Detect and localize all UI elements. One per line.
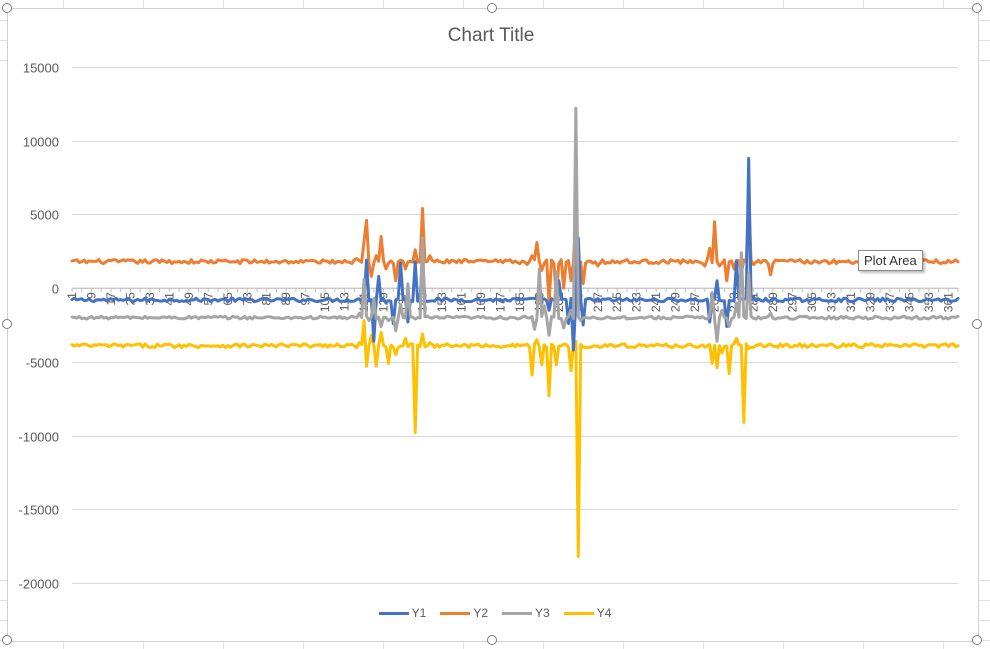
- chart-title[interactable]: Chart Title: [448, 25, 535, 46]
- y-tick-label: -10000: [19, 430, 59, 445]
- x-tick-label: 345: [902, 292, 916, 312]
- series-line-y1[interactable]: [70, 156, 960, 352]
- resize-handle-middle-left[interactable]: [2, 319, 12, 329]
- y-tick-label: 0: [52, 282, 59, 297]
- legend-item-y4[interactable]: Y4: [563, 606, 612, 620]
- legend-item-y3[interactable]: Y3: [502, 606, 550, 620]
- x-tick-label: 313: [824, 292, 838, 312]
- x-tick-label: 65: [221, 292, 235, 306]
- x-tick-label: 353: [922, 292, 936, 312]
- y-tick-label: 15000: [23, 61, 59, 76]
- legend-item-y2[interactable]: Y2: [440, 606, 488, 620]
- series-line-y3[interactable]: [70, 106, 960, 343]
- x-tick-label: 161: [454, 292, 468, 312]
- resize-handle-bottom-left[interactable]: [2, 635, 12, 645]
- plot-area-tooltip: Plot Area: [858, 250, 923, 271]
- x-tick-label: 241: [649, 292, 663, 312]
- resize-handle-top-right[interactable]: [972, 3, 982, 13]
- legend-swatch-y2: [440, 611, 471, 615]
- x-tick-label: 361: [941, 292, 955, 312]
- x-tick-label: 1: [65, 292, 79, 299]
- resize-handle-bottom-right[interactable]: [972, 635, 982, 645]
- legend-item-y1[interactable]: Y1: [378, 606, 427, 620]
- x-tick-label: 9: [84, 292, 98, 299]
- series-lines[interactable]: [70, 106, 960, 558]
- x-tick-label: 305: [805, 292, 819, 312]
- x-tick-label: 297: [785, 292, 799, 312]
- x-tick-label: 249: [669, 292, 683, 312]
- legend-label-y4: Y4: [596, 606, 612, 620]
- y-tick-label: -15000: [19, 503, 59, 518]
- x-tick-label: 257: [688, 292, 702, 312]
- y-tick-label: -20000: [19, 577, 59, 592]
- y-axis-tick-labels: 15000 10000 5000 0 -5000 -10000 -15000 -20000: [19, 61, 59, 592]
- legend-swatch-y4: [563, 611, 594, 615]
- series-line-y4[interactable]: [70, 319, 960, 558]
- legend-label-y3: Y3: [535, 606, 550, 620]
- y-tick-label: 10000: [23, 135, 59, 150]
- y-tick-label: -5000: [26, 356, 59, 371]
- y-tick-label: 5000: [30, 208, 59, 223]
- legend-label-y1: Y1: [411, 606, 427, 620]
- x-tick-label: 185: [513, 292, 527, 312]
- x-tick-label: 177: [493, 292, 507, 312]
- legend-label-y2: Y2: [473, 606, 488, 620]
- resize-handle-middle-right[interactable]: [972, 319, 982, 329]
- legend-swatch-y3: [502, 611, 532, 615]
- series-line-y2[interactable]: [70, 198, 960, 312]
- x-tick-label: 329: [863, 292, 877, 312]
- legend[interactable]: Y1 Y2 Y3 Y4: [0, 606, 990, 620]
- resize-handle-top-center[interactable]: [487, 3, 497, 13]
- x-tick-label: 217: [591, 292, 605, 312]
- x-tick-label: 105: [318, 292, 332, 312]
- resize-handle-bottom-center[interactable]: [487, 635, 497, 645]
- legend-swatch-y1: [378, 611, 409, 615]
- x-tick-label: 289: [766, 292, 780, 312]
- resize-handle-top-left[interactable]: [2, 3, 12, 13]
- x-tick-label: 225: [610, 292, 624, 312]
- gridlines: [72, 67, 958, 584]
